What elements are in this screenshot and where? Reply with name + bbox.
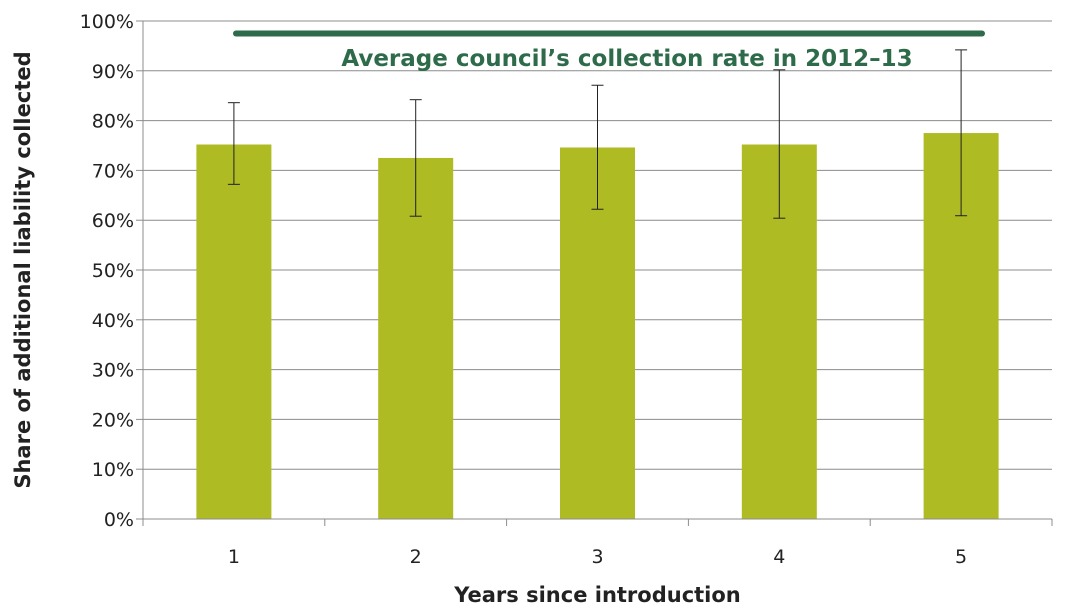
error-bars [227,49,968,219]
y-tick-label: 90% [92,61,134,83]
bar [196,144,272,519]
y-tick-label: 50% [92,260,134,282]
reference-label: Average council’s collection rate in 201… [341,46,912,72]
y-axis-title: Share of additional liability collected [11,51,35,488]
x-tick-label: 5 [955,546,967,568]
y-tick-label: 0% [104,509,134,531]
y-tick-label: 60% [92,210,134,232]
y-tick-label: 10% [92,459,134,481]
x-tick-label: 1 [228,546,240,568]
reference-group: Average council’s collection rate in 201… [233,30,985,72]
x-tick-label: 3 [591,546,603,568]
y-tick-label: 20% [92,409,134,431]
bar [378,157,454,519]
y-tick-label: 70% [92,160,134,182]
x-axis-title: Years since introduction [453,583,741,607]
x-tick-label: 2 [410,546,422,568]
x-tick-label: 4 [773,546,785,568]
y-tick-label: 100% [80,11,134,33]
y-tick-label: 40% [92,310,134,332]
axes: 0% 10% 20% 30% 40% 50% 60% 70% 80% 90% 100% 1 2 3 4 5 [80,11,1053,568]
bars [196,133,999,520]
y-tick-label: 80% [92,111,134,133]
y-tick-label: 30% [92,360,134,382]
